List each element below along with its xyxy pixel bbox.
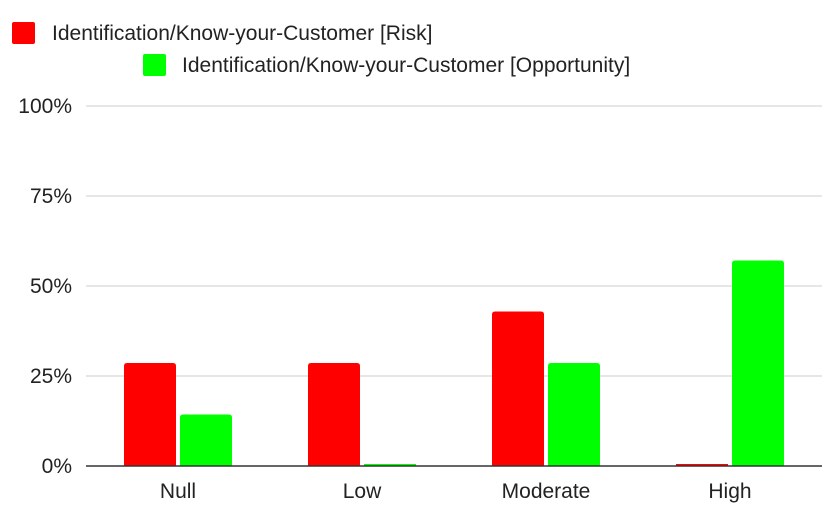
legend-swatch-risk <box>12 22 35 44</box>
legend-swatch-opportunity <box>143 54 166 76</box>
bar-high-opportunity <box>732 260 784 466</box>
bar-high-risk <box>676 464 728 466</box>
gridlines <box>86 105 822 377</box>
x-tick-label-null: Null <box>160 480 196 503</box>
y-tick-label-0: 0% <box>42 455 72 478</box>
x-tick-label-moderate: Moderate <box>502 480 591 503</box>
bar-low-opportunity <box>364 464 416 466</box>
y-tick-label-25: 25% <box>30 365 72 388</box>
legend: Identification/Know-your-Customer [Risk]… <box>12 22 630 77</box>
y-tick-label-75: 75% <box>30 185 72 208</box>
y-tick-label-100: 100% <box>18 95 72 118</box>
legend-label-risk: Identification/Know-your-Customer [Risk] <box>52 22 432 45</box>
legend-label-opportunity: Identification/Know-your-Customer [Oppor… <box>182 54 630 77</box>
y-tick-label-50: 50% <box>30 275 72 298</box>
bar-low-risk <box>308 363 360 466</box>
x-tick-label-low: Low <box>343 480 382 503</box>
bar-moderate-risk <box>492 311 544 466</box>
bars <box>124 260 784 466</box>
bar-null-opportunity <box>180 414 232 466</box>
bar-moderate-opportunity <box>548 363 600 466</box>
y-axis: 0% 25% 50% 75% 100% <box>18 95 72 478</box>
x-tick-label-high: High <box>708 480 751 503</box>
bar-null-risk <box>124 363 176 466</box>
x-axis: Null Low Moderate High <box>160 480 752 503</box>
